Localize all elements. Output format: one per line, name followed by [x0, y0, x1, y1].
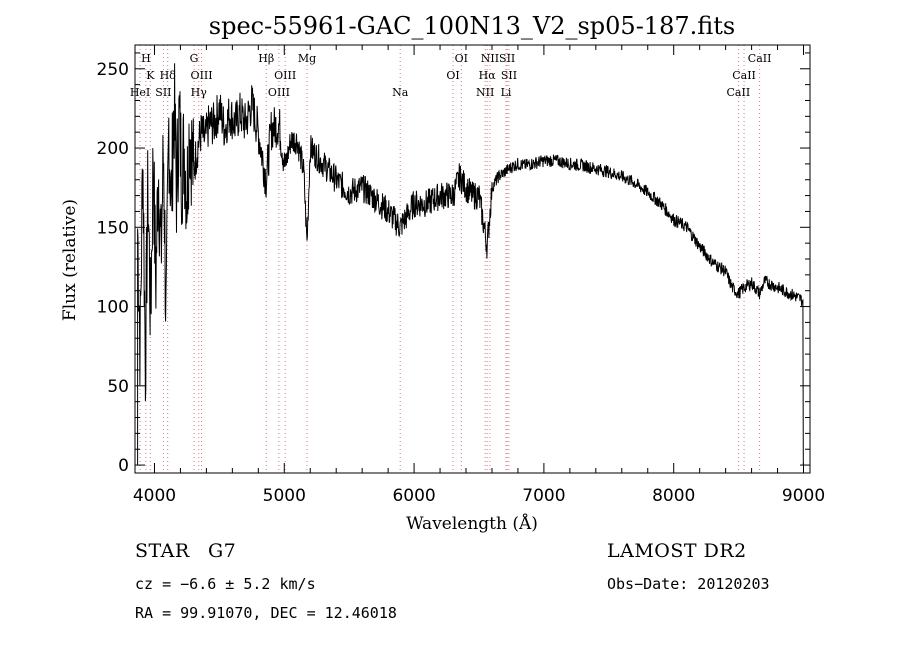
survey-name: LAMOST DR2	[607, 540, 747, 562]
x-tick-label-1: 5000	[263, 486, 306, 506]
redshift-readout: cz = −6.6 ± 5.2 km/s	[135, 575, 316, 593]
line-label-19: NII	[476, 86, 494, 99]
y-tick-label-0: 0	[118, 456, 129, 476]
x-tick-label-0: 4000	[133, 486, 176, 506]
line-label-1: K	[146, 69, 155, 82]
line-label-13: OI	[455, 52, 468, 65]
y-axis: 0 50 100 150 200 250	[97, 52, 810, 476]
y-tick-label-5: 250	[97, 60, 129, 80]
line-label-23: CaII	[727, 86, 751, 99]
observation-date: Obs−Date: 20120203	[607, 575, 770, 593]
line-label-8: Hβ	[258, 52, 274, 65]
line-label-14: OI	[446, 69, 459, 82]
chart-title: spec-55961-GAC_100N13_V2_sp05-187.fits	[209, 12, 735, 40]
y-tick-label-2: 100	[97, 298, 129, 318]
line-label-7: Hγ	[191, 86, 208, 99]
line-label-3: HeI	[130, 86, 150, 99]
line-label-22: CaII	[732, 69, 756, 82]
y-tick-label-1: 50	[107, 377, 129, 397]
line-label-12: Na	[392, 86, 409, 99]
line-label-0: H	[141, 52, 151, 65]
line-label-18: SII	[501, 69, 517, 82]
line-label-4: SII	[155, 86, 171, 99]
object-subclass: G7	[208, 540, 237, 562]
line-label-6: OIII	[191, 69, 213, 82]
x-tick-label-5: 9000	[782, 486, 825, 506]
line-label-20: Li	[501, 86, 512, 99]
y-tick-label-3: 150	[97, 218, 129, 238]
line-label-21: CaII	[748, 52, 772, 65]
spectral-line-markers	[139, 45, 761, 473]
spectrum-chart: spec-55961-GAC_100N13_V2_sp05-187.fits H…	[60, 12, 825, 534]
line-label-15: NII	[481, 52, 499, 65]
x-tick-label-4: 8000	[652, 486, 695, 506]
line-label-11: OIII	[268, 86, 290, 99]
line-label-16: SII	[499, 52, 515, 65]
object-class: STAR	[135, 540, 190, 562]
coordinates-readout: RA = 99.91070, DEC = 12.46018	[135, 604, 397, 622]
x-tick-label-2: 6000	[392, 486, 435, 506]
y-tick-label-4: 200	[97, 139, 129, 159]
line-label-9: Mg	[298, 52, 316, 65]
y-axis-label: Flux (relative)	[60, 199, 80, 321]
line-label-10: OIII	[274, 69, 296, 82]
line-label-17: Hα	[479, 69, 497, 82]
x-axis-label: Wavelength (Å)	[406, 513, 538, 534]
x-axis: 4000 5000 6000 7000 8000 9000	[133, 45, 825, 506]
x-tick-label-3: 7000	[522, 486, 565, 506]
line-label-2: Hδ	[160, 69, 177, 82]
spectrum-series	[137, 63, 804, 466]
line-label-5: G	[190, 52, 199, 65]
